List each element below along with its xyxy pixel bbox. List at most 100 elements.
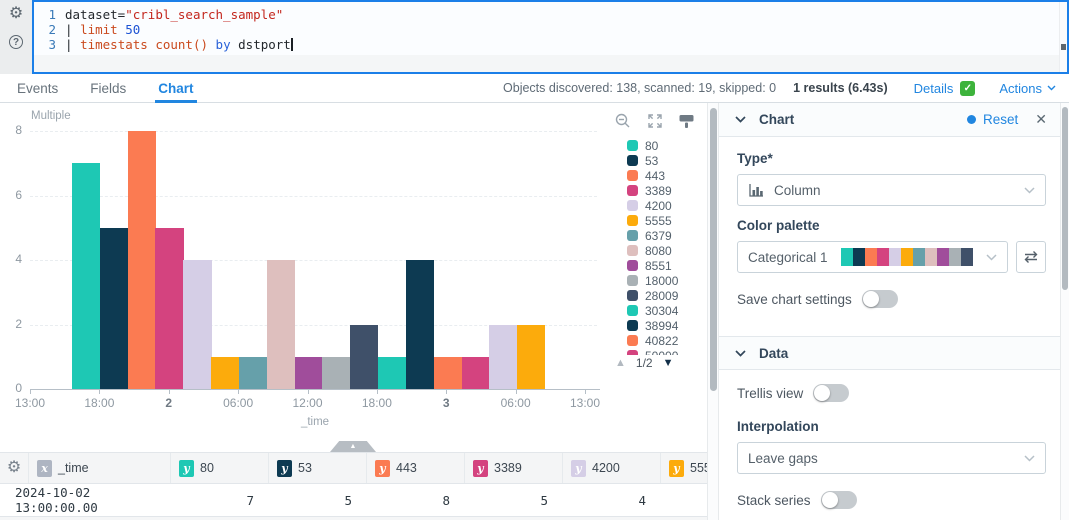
actions-menu-button[interactable]: Actions [999,81,1056,96]
legend-item-30304[interactable]: 30304 [627,303,706,318]
legend-item-3389[interactable]: 3389 [627,183,706,198]
editor-line[interactable]: 1 dataset= "cribl_search_sample" [40,7,1067,22]
chart-area-scrollbar[interactable] [707,103,719,520]
x-axis-tick [99,390,101,394]
trellis-view-toggle[interactable] [813,384,850,402]
bar-50000[interactable] [461,356,490,389]
legend-label: 443 [645,168,666,183]
editor-line[interactable]: 3 | timestats count() by dstport [40,37,1067,52]
expand-icon[interactable] [647,113,663,129]
chevron-down-icon[interactable] [735,116,746,123]
palette-swatch-icon [900,248,913,266]
bar-series-16[interactable] [489,324,518,389]
legend-item-18000[interactable]: 18000 [627,273,706,288]
legend-label: 38994 [645,318,679,333]
bar-443[interactable] [127,131,156,389]
legend-item-50000[interactable]: 50000 [627,348,706,355]
reset-button[interactable]: Reset [982,112,1019,127]
details-link[interactable]: Details ✓ [914,80,976,96]
legend-label: 53 [645,153,659,168]
y-axis-badge: y [473,459,488,477]
legend-item-4200[interactable]: 4200 [627,198,706,213]
interpolation-select[interactable]: Leave gaps [737,442,1046,474]
gridline [30,324,597,326]
bar-4200[interactable] [183,260,212,389]
results-table: ⚙ x _time y 80 y 53 y 443 y 3389 y 4200 y 5555 2024-1… [0,452,707,520]
editor-scrollbar-thumb[interactable] [1061,44,1066,50]
zoom-out-icon[interactable] [615,113,631,129]
legend-swatch-icon [627,200,638,211]
help-icon[interactable]: ? [0,28,32,56]
bar-28009[interactable] [350,324,379,389]
legend-item-5555[interactable]: 5555 [627,213,706,228]
code-token [148,37,156,52]
legend-item-6379[interactable]: 6379 [627,228,706,243]
scrollbar-thumb[interactable] [1062,107,1068,290]
x-axis-tick-label: 13:00 [14,396,46,410]
code-token [231,37,239,52]
bar-80[interactable] [72,163,101,389]
column-header-4200[interactable]: y 4200 [562,453,660,483]
bar-6379[interactable] [238,356,268,389]
bar-5555[interactable] [211,356,240,389]
bar-53[interactable] [99,227,129,389]
editor-line[interactable]: 2 | limit 50 [40,22,1067,37]
legend-item-443[interactable]: 443 [627,168,706,183]
legend-label: 5555 [645,213,672,228]
tab-fields[interactable]: Fields [90,80,127,96]
editor-lines[interactable]: 1 dataset= "cribl_search_sample" 2 | limit 5… [34,2,1067,52]
legend-item-53[interactable]: 53 [627,153,706,168]
column-header-3389[interactable]: y 3389 [464,453,562,483]
code-token: dstport [238,37,291,52]
column-header-443[interactable]: y 443 [366,453,464,483]
legend-label: 30304 [645,303,679,318]
legend-page-down-icon[interactable]: ▼ [662,357,674,369]
tabs: Events Fields Chart [0,74,223,103]
legend-item-80[interactable]: 80 [627,138,706,153]
save-chart-settings-toggle[interactable] [861,290,898,308]
table-settings-gear-icon[interactable]: ⚙ [0,453,28,483]
column-header-time[interactable]: x _time [28,453,170,483]
scrollbar-thumb[interactable] [710,108,717,391]
stack-series-toggle[interactable] [820,491,857,509]
panel-scrollbar[interactable] [1060,103,1069,520]
data-section-title: Data [759,345,789,361]
legend-item-8551[interactable]: 8551 [627,258,706,273]
bar-18000[interactable] [322,356,351,389]
legend-swatch-icon [627,290,638,301]
bar-3389[interactable] [155,227,184,389]
column-header-80[interactable]: y 80 [170,453,268,483]
legend-page-up-icon[interactable]: ▲ [615,357,626,369]
column-header-5555[interactable]: y 5555 [660,453,707,483]
x-axis-tick-label: 12:00 [292,396,323,410]
swap-palette-button[interactable] [1016,241,1046,273]
legend-item-40822[interactable]: 40822 [627,333,706,348]
tab-events[interactable]: Events [17,80,59,96]
checkmark-badge-icon: ✓ [960,80,976,96]
chart-type-select[interactable]: Column [737,174,1046,206]
legend-item-38994[interactable]: 38994 [627,318,706,333]
bar-40822[interactable] [433,356,462,389]
settings-gear-icon[interactable]: ⚙ [0,0,32,28]
tab-chart[interactable]: Chart [155,74,197,103]
legend-label: 8080 [645,243,672,258]
bar-38994[interactable] [405,260,435,389]
chevron-down-icon[interactable] [735,349,746,357]
editor-scrollbar[interactable] [1059,2,1067,72]
legend-item-28009[interactable]: 28009 [627,288,706,303]
bar-8551[interactable] [294,356,323,389]
column-header-53[interactable]: y 53 [268,453,366,483]
bar-series-17[interactable] [517,324,546,389]
paint-roller-icon[interactable] [679,113,694,129]
legend-label: 28009 [645,288,679,303]
close-panel-icon[interactable]: ✕ [1035,111,1047,127]
legend-item-8080[interactable]: 8080 [627,243,706,258]
y-axis-tick-label: 0 [15,381,22,395]
color-palette-select[interactable]: Categorical 1 [737,241,1008,273]
query-editor[interactable]: 1 dataset= "cribl_search_sample" 2 | limit 5… [32,0,1069,74]
bar-8080[interactable] [266,260,295,389]
y-axis-badge: y [179,459,194,477]
x-axis-tick [307,390,309,394]
table-collapse-handle[interactable]: ▲ [330,441,376,452]
bar-30304[interactable] [378,356,407,389]
